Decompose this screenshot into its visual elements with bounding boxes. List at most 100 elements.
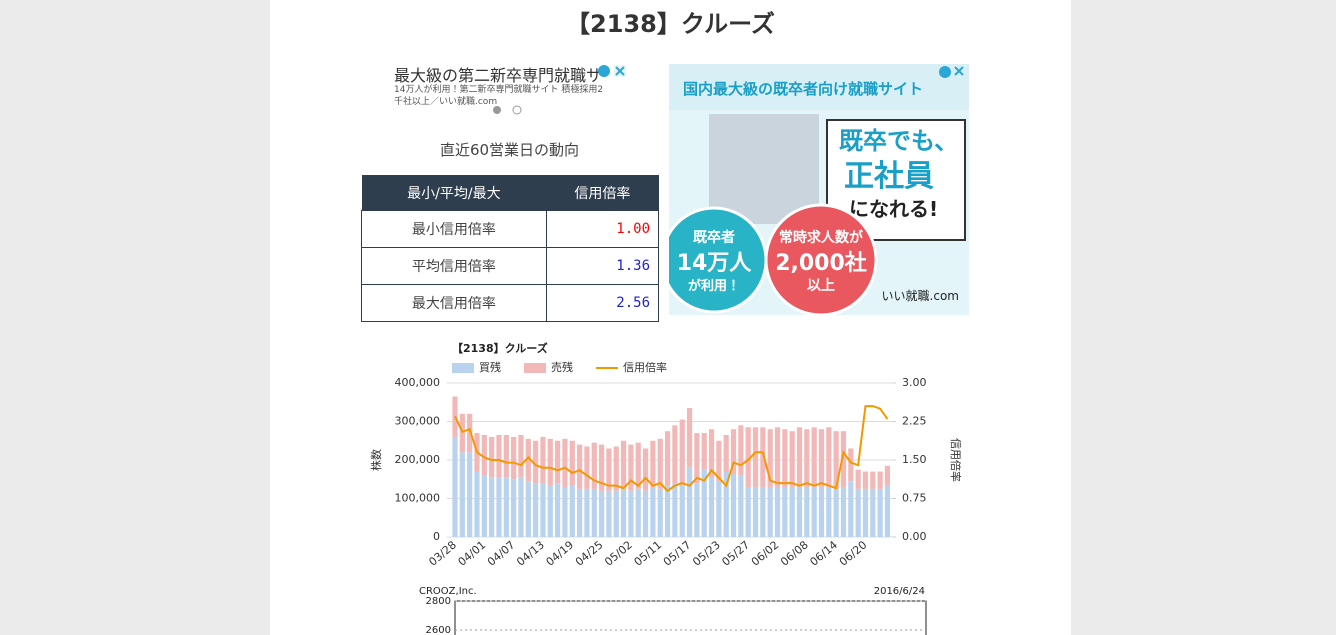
ad-text[interactable]: 既卒者 (693, 229, 735, 246)
bar-segment (620, 486, 627, 537)
bar-segment (730, 473, 737, 537)
y-tick-label: 200,000 (395, 453, 441, 466)
bar-segment (708, 477, 715, 537)
y-tick-label: 0 (433, 530, 440, 543)
bar-segment (577, 488, 583, 537)
bar-segment (818, 486, 825, 537)
ad-text[interactable]: 常時求人数が (779, 229, 864, 246)
bar-segment (503, 434, 509, 478)
ad-text[interactable]: が利用！ (688, 278, 740, 294)
y2-axis-label: 信用倍率 (949, 438, 963, 482)
ad-text[interactable]: 千社以上／いい就職.com (394, 97, 498, 107)
bar-segment (730, 429, 737, 474)
ad-dots[interactable] (490, 104, 530, 116)
bar-segment (664, 485, 671, 537)
bar-segment (650, 486, 656, 537)
bar-segment (540, 483, 546, 537)
bar-segment (650, 440, 656, 487)
x-tick-label: 06/08 (778, 538, 811, 568)
bar-segment (452, 436, 458, 537)
bar-segment (474, 471, 480, 537)
bar-segment (547, 485, 553, 537)
bar-segment (884, 485, 891, 537)
bar-segment (489, 436, 495, 478)
bar-segment (826, 427, 832, 487)
y-tick-label: 2800 (426, 596, 451, 607)
bar-segment (811, 486, 817, 537)
legend-label: 買残 (479, 360, 501, 374)
table-cell: 1.36 (545, 247, 660, 285)
bar-segment (811, 427, 817, 487)
bar-segment (525, 481, 531, 537)
bar-segment (745, 427, 751, 487)
bar-segment (606, 490, 612, 537)
bar-segment (606, 448, 612, 491)
table-cell: 2.56 (545, 284, 660, 322)
y-tick-label: 2600 (426, 625, 451, 635)
bar-segment (782, 486, 788, 537)
x-tick-label: 06/20 (837, 538, 870, 568)
bar-segment (840, 486, 847, 537)
bar-segment (679, 419, 685, 486)
x-tick-label: 03/28 (426, 538, 459, 568)
ad-text[interactable]: 正社員 (844, 159, 934, 194)
ad-text[interactable]: 14万人が利用！第二新卒専門就職サイト 積極採用2 (394, 85, 604, 95)
bar-segment (620, 440, 627, 487)
table-cell: 1.00 (545, 210, 660, 248)
ad-headline[interactable]: 最大級の第二新卒専門就職サ (394, 66, 603, 85)
x-tick-label: 04/13 (514, 538, 547, 568)
ad-text[interactable]: 以上 (807, 278, 835, 294)
legend-swatch (524, 363, 546, 373)
bar-segment (613, 446, 619, 491)
table-cell: 最小信用倍率 (361, 210, 547, 248)
bar-segment (789, 486, 795, 537)
bar-segment (774, 427, 781, 487)
x-tick-label: 05/27 (719, 538, 752, 568)
legend-swatch (452, 363, 474, 373)
bar-segment (848, 481, 854, 537)
bar-segment (657, 488, 663, 537)
bar-segment (708, 429, 715, 478)
bar-segment (518, 477, 524, 537)
table-cell: 最大信用倍率 (361, 284, 547, 322)
bar-segment (467, 413, 473, 453)
bar-segment (533, 483, 539, 537)
bar-segment (635, 442, 641, 489)
bar-segment (774, 486, 781, 537)
bar-segment (745, 486, 751, 537)
ratio-line (454, 405, 889, 493)
bar-segment (584, 446, 590, 489)
bar-segment (760, 427, 766, 487)
ratio-table: 最小/平均/最大 信用倍率 最小信用倍率 1.00 平均信用倍率 1.36 最大信用倍… (361, 175, 660, 322)
bar-segment (701, 469, 707, 537)
ad-text[interactable]: 14万人 (677, 251, 753, 276)
y2-tick-label: 0.00 (902, 530, 927, 543)
x-tick-label: 04/01 (456, 538, 489, 568)
bar-segment (481, 475, 487, 537)
x-tick-label: 06/14 (807, 538, 840, 568)
bar-segment (701, 433, 707, 470)
ad-brand[interactable]: いい就職.com (882, 289, 959, 303)
bar-segment (555, 483, 561, 537)
ad-text[interactable]: 2,000社 (775, 251, 867, 276)
bar-segment (833, 486, 839, 537)
bar-segment (840, 431, 847, 487)
y-tick-label: 100,000 (395, 492, 441, 505)
bar-segment (804, 429, 810, 487)
bar-segment (686, 467, 693, 537)
bar-segment (804, 486, 810, 537)
bar-segment (789, 431, 795, 487)
bar-segment (511, 479, 517, 537)
bar-segment (562, 486, 568, 537)
ad-header[interactable]: 国内最大級の既卒者向け就職サイト (683, 80, 923, 98)
y2-tick-label: 2.25 (902, 415, 927, 428)
ad-text[interactable]: になれる! (849, 197, 938, 221)
bar-segment (613, 490, 619, 537)
x-tick-label: 05/11 (632, 538, 665, 568)
ad-banner[interactable]: 国内最大級の既卒者向け就職サイト 既卒でも、 正社員 になれる! 既卒者 14万… (669, 64, 969, 315)
y2-tick-label: 0.75 (902, 492, 927, 505)
bar-segment (628, 444, 634, 491)
bar-segment (672, 425, 678, 484)
ad-icons[interactable] (598, 64, 628, 78)
ad-text[interactable]: 既卒でも、 (839, 127, 958, 155)
